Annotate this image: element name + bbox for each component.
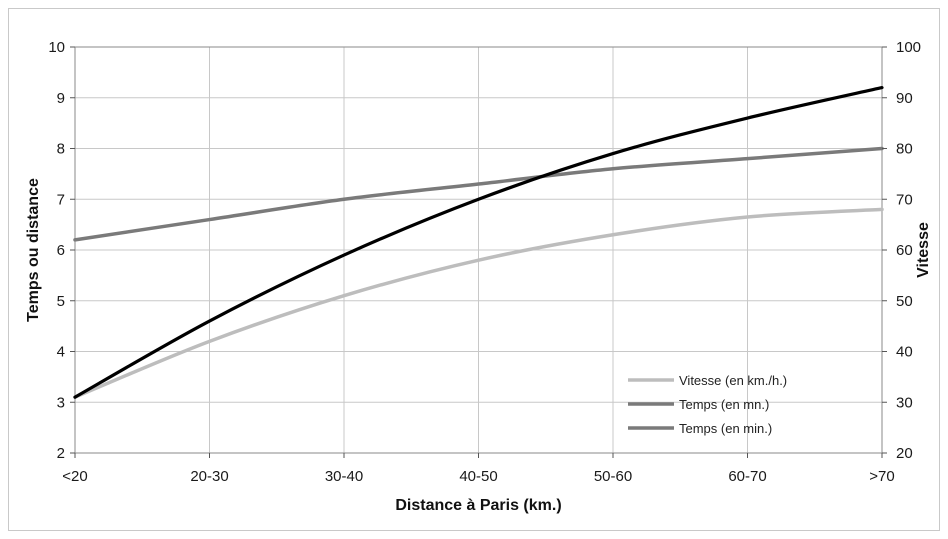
x-tick-label: >70	[869, 468, 894, 485]
series-line-1	[73, 207, 884, 399]
x-tick-label: 20-30	[190, 468, 228, 485]
y-tick-label: 6	[57, 242, 65, 259]
y2-axis-ticks: 20 30 40 50 60 70 80 90 100	[882, 39, 921, 462]
x-axis-ticks: <20 20-30 30-40 40-50 50-60 60-70 >70	[62, 453, 895, 485]
legend: Vitesse (en km./h.) Temps (en mn.) Temps (…	[628, 373, 787, 436]
x-axis-title: Distance à Paris (km.)	[395, 497, 561, 514]
y-tick-label: 8	[57, 141, 65, 158]
legend-label: Temps (en min.)	[679, 421, 772, 436]
y-tick-label: 9	[57, 90, 65, 107]
x-tick-label: <20	[62, 468, 87, 485]
y2-axis-title: Vitesse	[915, 222, 932, 278]
x-tick-label: 40-50	[459, 468, 497, 485]
series-line-3	[73, 86, 884, 399]
gridlines	[74, 46, 883, 454]
y-tick-label: 10	[48, 39, 65, 56]
y2-tick-label: 100	[896, 39, 921, 56]
x-tick-label: 30-40	[325, 468, 363, 485]
y-axis-ticks: 2 3 4 5 6 7 8 9 10	[48, 39, 75, 462]
y2-tick-label: 90	[896, 90, 913, 107]
y2-tick-label: 80	[896, 141, 913, 158]
series-lines	[73, 86, 884, 399]
y-tick-label: 5	[57, 293, 65, 310]
chart-frame	[8, 8, 940, 531]
legend-label: Vitesse (en km./h.)	[679, 373, 787, 388]
y-tick-label: 4	[57, 344, 65, 361]
y-tick-label: 3	[57, 394, 65, 411]
y-tick-label: 7	[57, 191, 65, 208]
y2-tick-label: 50	[896, 293, 913, 310]
y2-tick-label: 30	[896, 394, 913, 411]
legend-label: Temps (en mn.)	[679, 397, 769, 412]
series-line-2	[73, 146, 884, 242]
y2-tick-label: 60	[896, 242, 913, 259]
y-axis-title: Temps ou distance	[25, 178, 42, 322]
y2-tick-label: 70	[896, 191, 913, 208]
x-tick-label: 50-60	[594, 468, 632, 485]
x-tick-label: 60-70	[728, 468, 766, 485]
y2-tick-label: 20	[896, 445, 913, 462]
y2-tick-label: 40	[896, 344, 913, 361]
y-tick-label: 2	[57, 445, 65, 462]
